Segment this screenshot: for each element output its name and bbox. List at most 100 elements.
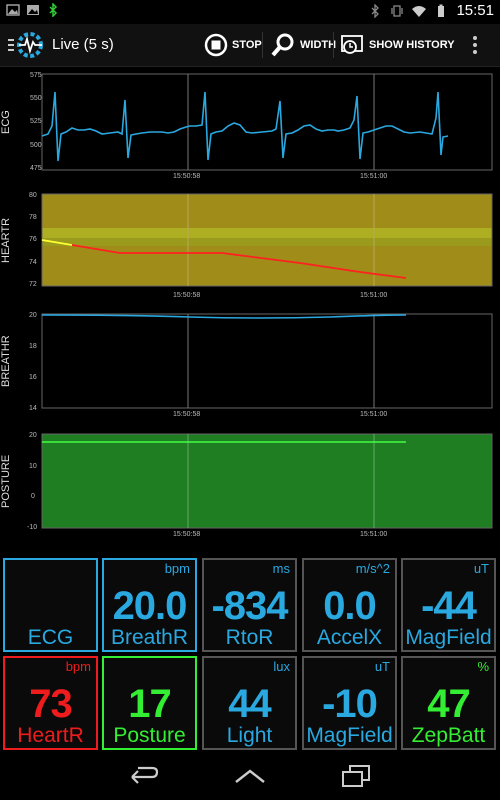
tile-magfield[interactable]: uT -44 MagField [401, 558, 496, 652]
charts-svg: 575 550 525 500 475 15:50:58 15:51:00 80… [27, 72, 493, 538]
tile-value: 17 [128, 682, 172, 726]
tile-label: RtoR [225, 626, 274, 649]
heartrate-ytick: 74 [29, 259, 37, 266]
tile-label: HeartR [17, 724, 84, 747]
posture-ytick: 0 [31, 493, 35, 500]
bluetooth-notification-icon [49, 3, 58, 17]
heartrate-ytick: 72 [29, 281, 37, 288]
breathrate-xtick: 15:50:58 [173, 411, 200, 418]
heartrate-trace-ok [41, 239, 73, 246]
navigation-bar [0, 752, 500, 800]
posture-ytick: -10 [27, 524, 37, 531]
tile-value: 20.0 [112, 584, 188, 628]
stop-button[interactable]: STOP [204, 28, 262, 62]
charts-area: 575 550 525 500 475 15:50:58 15:51:00 80… [0, 66, 500, 554]
tile-value: -834 [211, 584, 288, 628]
tile-label: Posture [113, 724, 186, 747]
show-history-label: SHOW HISTORY [369, 39, 455, 51]
ecg-ytick: 475 [30, 165, 42, 172]
heartrate-ytick: 76 [29, 236, 37, 243]
heartrate-ytick: 80 [29, 192, 37, 199]
ecg-chart[interactable]: 575 550 525 500 475 15:50:58 15:51:00 [30, 72, 493, 180]
breathrate-xtick: 15:51:00 [360, 411, 387, 418]
picture-notification-icon [27, 5, 39, 15]
tile-value: 47 [427, 682, 471, 726]
show-history-button[interactable]: SHOW HISTORY [341, 28, 455, 62]
ecg-ytick: 500 [30, 142, 42, 149]
overflow-menu-icon[interactable] [472, 34, 478, 56]
magnifier-icon [271, 33, 294, 57]
divider [262, 32, 263, 58]
tile-value: 73 [29, 682, 73, 726]
stop-label: STOP [232, 39, 262, 51]
posture-xtick: 15:51:00 [360, 531, 387, 538]
image-notification-icon [6, 4, 20, 16]
tile-unit: bpm [164, 561, 190, 576]
breathrate-axis-label: BREATHR [0, 335, 12, 387]
tile-label: MagField [306, 724, 393, 747]
tile-breathrate[interactable]: bpm 20.0 BreathR [102, 558, 197, 652]
width-label: WIDTH [300, 39, 337, 51]
clock-time: 15:51 [456, 2, 494, 19]
posture-axis-label: POSTURE [0, 454, 12, 508]
breathrate-plot-area [41, 313, 493, 409]
heartrate-axis-label: HEARTR [0, 217, 12, 263]
tile-ecg[interactable]: ECG [3, 558, 98, 652]
tile-label: ZepBatt [411, 724, 486, 747]
status-bar: 15:51 [0, 0, 500, 24]
tile-label: BreathR [110, 626, 189, 649]
posture-ytick: 20 [29, 432, 37, 439]
ecg-axis-label: ECG [0, 110, 12, 134]
tile-unit: lux [273, 659, 290, 674]
breathrate-ytick: 18 [29, 343, 37, 350]
ecg-ytick: 525 [30, 118, 42, 125]
heartrate-xtick: 15:50:58 [173, 292, 200, 299]
heartrate-trace-alert [71, 244, 407, 279]
breathrate-ytick: 14 [29, 405, 37, 412]
tile-unit: m/s^2 [355, 561, 390, 576]
breathrate-chart[interactable]: 20 18 16 14 15:50:58 15:51:00 [29, 312, 493, 418]
ecg-xtick: 15:50:58 [173, 173, 200, 180]
heartrate-ytick: 78 [29, 214, 37, 221]
tile-unit: uT [374, 659, 390, 674]
tile-magfield-2[interactable]: uT -10 MagField [302, 656, 397, 750]
tile-value: 0.0 [323, 584, 377, 628]
width-button[interactable]: WIDTH [270, 28, 336, 62]
tile-value: -10 [322, 682, 378, 726]
action-bar: Live (5 s) STOP WIDTH SHOW HISTORY [0, 24, 500, 67]
divider [333, 32, 334, 58]
tile-unit: % [477, 659, 489, 674]
breathrate-trace [41, 314, 407, 319]
tile-label: AccelX [316, 626, 383, 649]
back-icon[interactable] [128, 765, 160, 787]
tile-unit: bpm [65, 659, 91, 674]
stop-icon [204, 33, 228, 57]
wifi-icon [412, 5, 427, 17]
history-icon [341, 35, 363, 54]
tile-heartrate[interactable]: bpm 73 HeartR [3, 656, 98, 750]
posture-ytick: 10 [29, 463, 37, 470]
battery-icon [438, 4, 445, 17]
home-icon[interactable] [233, 767, 267, 785]
ecg-xtick: 15:51:00 [360, 173, 387, 180]
tile-value: 44 [228, 682, 272, 726]
vibrate-icon [391, 4, 404, 17]
tile-posture[interactable]: 17 Posture [102, 656, 197, 750]
heartrate-target-band [42, 238, 492, 246]
sensor-tiles: ECG bpm 20.0 BreathR ms -834 RtoR m/s^2 … [0, 556, 500, 752]
tile-label: Light [226, 724, 273, 747]
tile-accelx[interactable]: m/s^2 0.0 AccelX [302, 558, 397, 652]
posture-plot-border [41, 433, 493, 529]
tile-label: ECG [27, 626, 74, 649]
app-logo-icon[interactable] [6, 30, 44, 60]
tile-label: MagField [405, 626, 492, 649]
tile-zepbatt[interactable]: % 47 ZepBatt [401, 656, 496, 750]
posture-chart[interactable]: 20 10 0 -10 15:50:58 15:51:00 [27, 432, 493, 538]
tile-unit: uT [473, 561, 489, 576]
recent-apps-icon[interactable] [341, 764, 371, 788]
heartrate-chart[interactable]: 80 78 76 74 72 15:50:58 15:51:00 [29, 192, 493, 299]
tile-rtor[interactable]: ms -834 RtoR [202, 558, 297, 652]
tile-light[interactable]: lux 44 Light [202, 656, 297, 750]
ecg-trace [41, 91, 449, 162]
tile-value: -44 [421, 584, 477, 628]
